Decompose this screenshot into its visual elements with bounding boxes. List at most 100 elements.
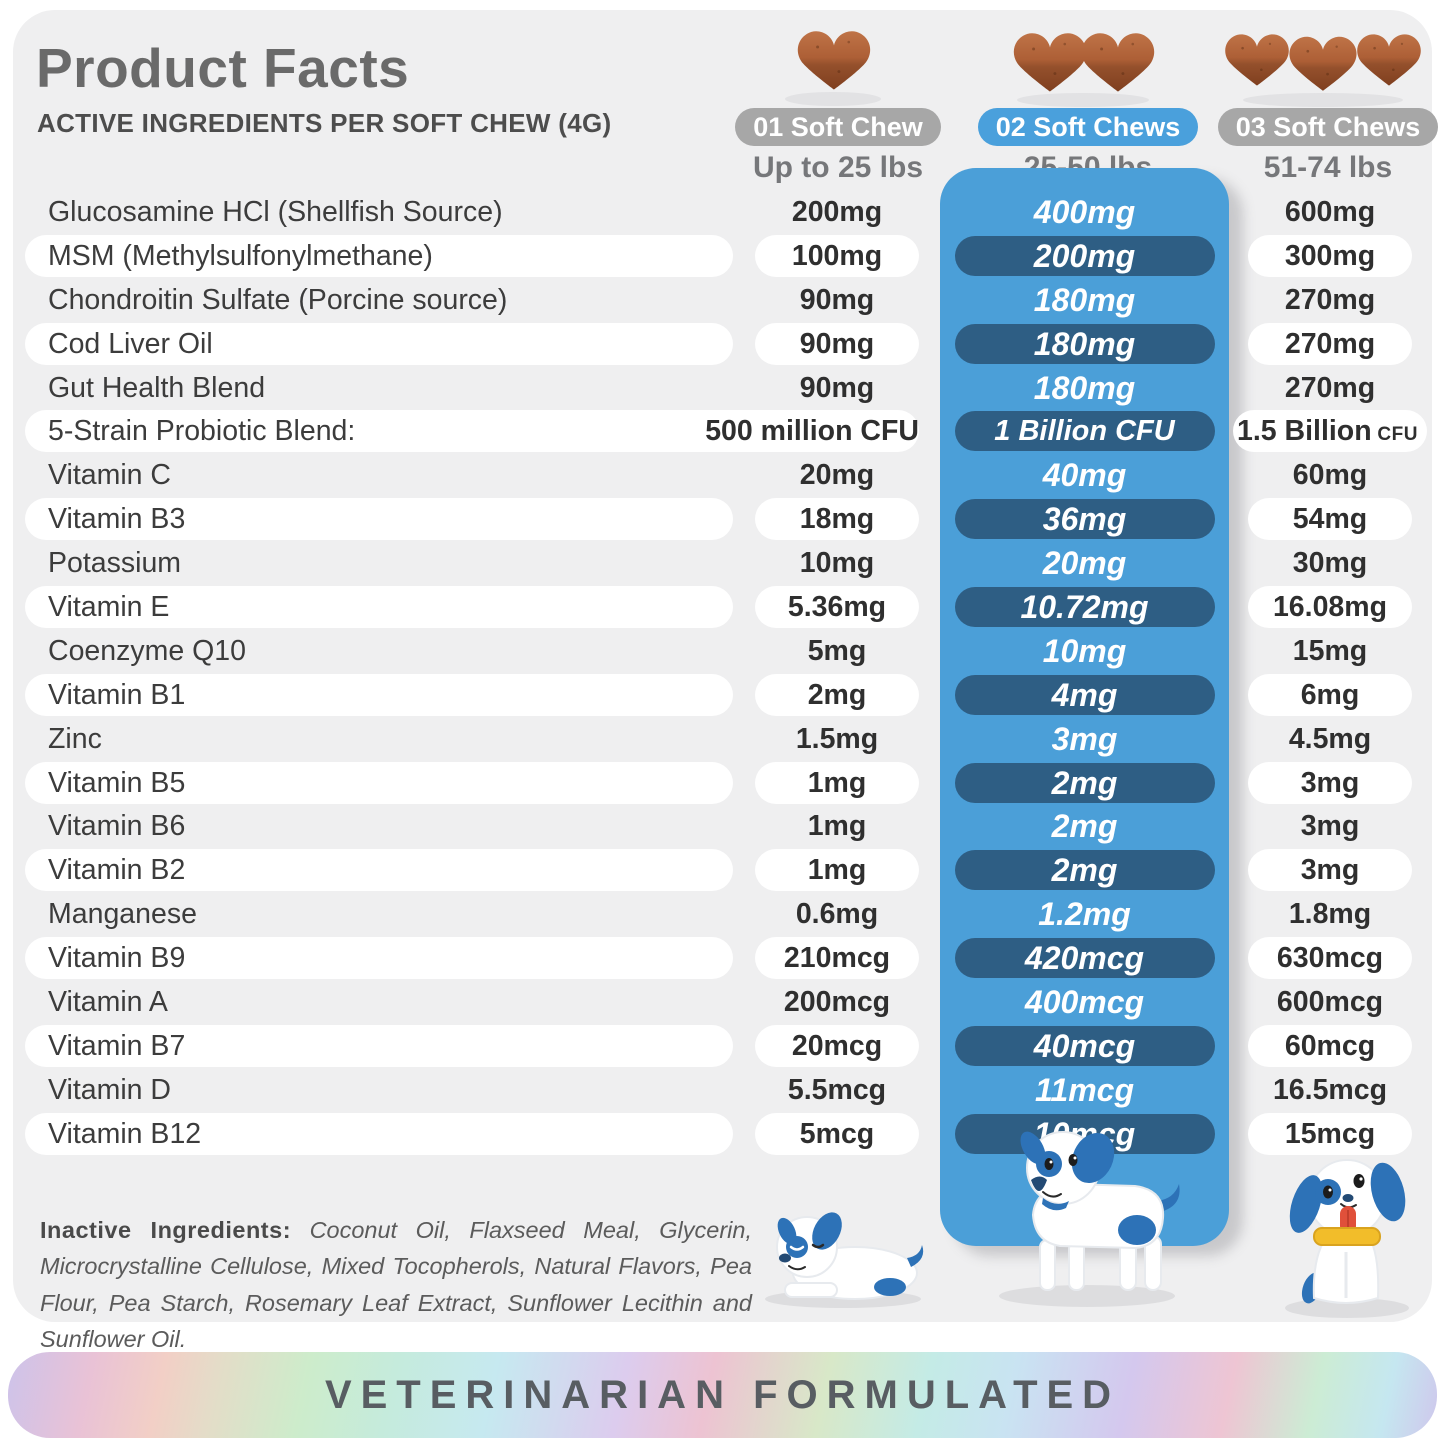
ingredient-name: Vitamin E bbox=[48, 591, 170, 624]
dose-2-chews: 11mcg bbox=[1034, 1071, 1134, 1108]
dose-1-chew: 20mcg bbox=[791, 1029, 883, 1062]
dose-1-chew: 90mg bbox=[799, 283, 875, 316]
soft-chew-icon-single bbox=[785, 31, 881, 106]
product-facts-card: Product Facts ACTIVE INGREDIENTS PER SOF… bbox=[13, 10, 1439, 1352]
dose-3-chews: 270mg bbox=[1284, 327, 1376, 360]
dose-1-chew: 90mg bbox=[799, 327, 875, 360]
dose-2-chews: 180mg bbox=[1033, 325, 1136, 362]
dose-2-chews: 4mg bbox=[1051, 676, 1118, 713]
dose-2-background-pill bbox=[955, 411, 1215, 452]
ingredient-name: Manganese bbox=[48, 898, 197, 931]
serving-column-header-3: 03 Soft Chews 51-74 lbs bbox=[1213, 20, 1443, 185]
table-row: Coenzyme Q10 5mg 10mg 15mg bbox=[25, 629, 1419, 673]
dose-2-chews: 1 Billion CFU bbox=[994, 415, 1175, 448]
dose-3-chews: 15mcg bbox=[1284, 1117, 1376, 1150]
soft-chew-icon-double bbox=[1013, 33, 1155, 107]
puppy-small-illustration bbox=[765, 1212, 924, 1308]
dose-1-background-pill bbox=[755, 849, 919, 892]
ingredient-name: Vitamin B3 bbox=[48, 503, 186, 536]
table-row: Vitamin D 5.5mcg 11mcg 16.5mcg bbox=[25, 1068, 1419, 1112]
dose-2-background-pill bbox=[955, 850, 1215, 891]
ingredient-name: Vitamin D bbox=[48, 1073, 172, 1106]
table-row: Vitamin B1 2mg 4mg 6mg bbox=[25, 673, 1419, 717]
ingredient-name: Vitamin B9 bbox=[48, 942, 186, 975]
table-row: Vitamin B3 18mg 36mg 54mg bbox=[25, 497, 1419, 541]
dose-1-background-pill bbox=[755, 586, 919, 629]
dose-1-chew: 10mg bbox=[799, 547, 875, 580]
dose-2-chews: 10.72mg bbox=[1020, 589, 1149, 626]
dose-3-chews: 54mg bbox=[1292, 503, 1368, 536]
dose-1-chew: 1.5mg bbox=[795, 722, 879, 755]
ingredient-name: Coenzyme Q10 bbox=[48, 634, 247, 667]
ingredient-name: Vitamin C bbox=[48, 459, 172, 492]
dose-2-chews: 40mcg bbox=[1033, 1027, 1136, 1064]
table-row: Zinc 1.5mg 3mg 4.5mg bbox=[25, 717, 1419, 761]
dose-1-chew: 100mg bbox=[791, 239, 883, 272]
dose-3-chews: 60mg bbox=[1292, 459, 1368, 492]
dose-2-background-pill bbox=[955, 499, 1215, 540]
dose-2-chews: 10mg bbox=[1042, 632, 1127, 669]
dose-3-background-pill bbox=[1248, 498, 1412, 541]
page-title: Product Facts bbox=[36, 37, 410, 99]
dose-2-background-pill bbox=[955, 587, 1215, 628]
row-background-pill bbox=[25, 322, 733, 365]
dose-1-chew: 5.36mg bbox=[787, 591, 887, 624]
dose-3-chews: 16.5mcg bbox=[1272, 1073, 1388, 1106]
dose-1-chew: 1mg bbox=[807, 766, 867, 799]
dose-1-background-pill bbox=[755, 673, 919, 716]
dose-1-chew: 210mcg bbox=[783, 942, 891, 975]
inactive-ingredients-text: Coconut Oil, Flaxseed Meal, Glycerin, Mi… bbox=[40, 1217, 752, 1353]
dose-1-chew: 5mg bbox=[807, 634, 867, 667]
table-row: MSM (Methylsulfonylmethane) 100mg 200mg … bbox=[25, 234, 1419, 278]
page-subtitle: ACTIVE INGREDIENTS PER SOFT CHEW (4G) bbox=[37, 108, 612, 138]
table-row: Cod Liver Oil 90mg 180mg 270mg bbox=[25, 322, 1419, 366]
dose-1-background-pill bbox=[755, 1024, 919, 1067]
table-row: Gut Health Blend 90mg 180mg 270mg bbox=[25, 366, 1419, 410]
ingredient-name: Zinc bbox=[48, 722, 102, 755]
table-row: 5-Strain Probiotic Blend: 500 million CF… bbox=[25, 409, 1427, 453]
table-row: Chondroitin Sulfate (Porcine source) 90m… bbox=[25, 278, 1419, 322]
ingredient-rows: Glucosamine HCl (Shellfish Source) 200mg… bbox=[25, 190, 1427, 1156]
dose-3-chews: 4.5mg bbox=[1288, 722, 1372, 755]
dose-2-chews: 40mg bbox=[1042, 457, 1127, 494]
row-background-pill bbox=[25, 1024, 733, 1067]
dose-2-chews: 420mcg bbox=[1024, 940, 1145, 977]
dose-1-chew: 2mg bbox=[807, 678, 867, 711]
dose-1-chew: 5mcg bbox=[799, 1117, 875, 1150]
row-background-pill bbox=[25, 849, 733, 892]
dose-3-chews: 1.8mg bbox=[1288, 898, 1372, 931]
dose-2-background-pill bbox=[955, 1025, 1215, 1066]
dose-3-background-pill bbox=[1248, 1024, 1412, 1067]
serving-pill: 03 Soft Chews bbox=[1217, 108, 1439, 146]
dose-3-chews: 3mg bbox=[1300, 766, 1360, 799]
table-row: Vitamin B7 20mcg 40mcg 60mcg bbox=[25, 1024, 1419, 1068]
ingredient-name: 5-Strain Probiotic Blend: bbox=[48, 415, 356, 448]
ingredient-name: Potassium bbox=[48, 547, 182, 580]
dose-1-chew: 90mg bbox=[799, 371, 875, 404]
table-row: Vitamin C 20mg 40mg 60mg bbox=[25, 453, 1419, 497]
puppy-large-illustration bbox=[1285, 1159, 1409, 1318]
dose-3-chews: 600mg bbox=[1284, 196, 1376, 228]
dose-3-background-pill bbox=[1248, 761, 1412, 804]
table-row: Vitamin B6 1mg 2mg 3mg bbox=[25, 804, 1419, 848]
ingredient-name: Glucosamine HCl (Shellfish Source) bbox=[48, 196, 503, 228]
veterinarian-banner: VETERINARIAN FORMULATED bbox=[8, 1352, 1437, 1438]
table-row: Vitamin E 5.36mg 10.72mg 16.08mg bbox=[25, 585, 1419, 629]
dose-1-background-pill bbox=[755, 761, 919, 804]
dose-2-chews: 1.2mg bbox=[1038, 896, 1131, 933]
row-background-pill bbox=[25, 410, 919, 453]
serving-column-header-2: 02 Soft Chews 25-50 lbs bbox=[973, 20, 1203, 185]
row-background-pill bbox=[25, 234, 733, 277]
dose-1-background-pill bbox=[755, 1112, 919, 1155]
dose-2-chews: 180mg bbox=[1033, 369, 1136, 406]
soft-chew-icon-triple bbox=[1225, 34, 1421, 107]
table-row: Glucosamine HCl (Shellfish Source) 200mg… bbox=[25, 190, 1419, 234]
dose-1-chew: 0.6mg bbox=[795, 898, 879, 931]
dose-2-chews: 3mg bbox=[1051, 720, 1118, 757]
dose-2-chews: 180mg bbox=[1033, 281, 1136, 318]
dose-1-chew: 20mg bbox=[799, 459, 875, 492]
dose-1-chew: 5.5mcg bbox=[787, 1073, 887, 1106]
table-row: Manganese 0.6mg 1.2mg 1.8mg bbox=[25, 892, 1419, 936]
dose-3-chews: 16.08mg bbox=[1272, 591, 1388, 624]
